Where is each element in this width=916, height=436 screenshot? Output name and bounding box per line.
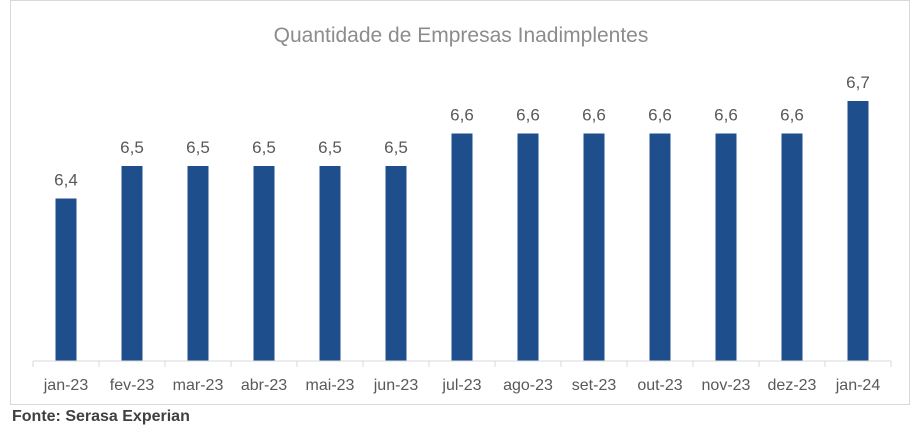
- bar-nov-23: [715, 133, 737, 361]
- data-label-ago-23: 6,6: [516, 106, 540, 125]
- bar-jan-23: [55, 198, 77, 361]
- tick-label-ago-23: ago-23: [503, 377, 553, 394]
- data-label-jul-23: 6,6: [450, 106, 474, 125]
- tick-label-jun-23: jun-23: [373, 377, 419, 394]
- data-label-jan-23: 6,4: [54, 171, 78, 190]
- bars-layer: [55, 101, 869, 361]
- tick-label-nov-23: nov-23: [702, 377, 751, 394]
- data-label-set-23: 6,6: [582, 106, 606, 125]
- bar-ago-23: [517, 133, 539, 361]
- bar-dez-23: [781, 133, 803, 361]
- bar-abr-23: [253, 166, 275, 361]
- chart-title: Quantidade de Empresas Inadimplentes: [274, 24, 649, 47]
- bar-set-23: [583, 133, 605, 361]
- bar-jul-23: [451, 133, 473, 361]
- data-label-abr-23: 6,5: [252, 138, 276, 157]
- data-label-fev-23: 6,5: [120, 138, 144, 157]
- data-label-jun-23: 6,5: [384, 138, 408, 157]
- tick-label-jul-23: jul-23: [441, 377, 481, 394]
- bar-mar-23: [187, 166, 209, 361]
- tick-label-jan-24: jan-24: [835, 377, 881, 394]
- bar-jan-24: [847, 101, 869, 361]
- data-label-nov-23: 6,6: [714, 106, 738, 125]
- x-axis-ticks: [32, 361, 892, 367]
- tick-label-set-23: set-23: [572, 377, 617, 394]
- data-label-out-23: 6,6: [648, 106, 672, 125]
- bar-out-23: [649, 133, 671, 361]
- tick-label-out-23: out-23: [637, 377, 682, 394]
- tick-label-mai-23: mai-23: [306, 377, 355, 394]
- tick-label-dez-23: dez-23: [768, 377, 817, 394]
- x-axis-tick-labels: jan-23 fev-23 mar-23 abr-23 mai-23 jun-23 jul-…: [43, 377, 881, 394]
- tick-label-jan-23: jan-23: [43, 377, 89, 394]
- bar-mai-23: [319, 166, 341, 361]
- tick-label-abr-23: abr-23: [241, 377, 287, 394]
- tick-label-fev-23: fev-23: [110, 377, 155, 394]
- chart-frame: Quantidade de Empresas Inadimplentes 6,4…: [10, 0, 910, 405]
- bar-fev-23: [121, 166, 143, 361]
- data-label-jan-24: 6,7: [846, 73, 870, 92]
- data-label-mar-23: 6,5: [186, 138, 210, 157]
- data-label-dez-23: 6,6: [780, 106, 804, 125]
- value-labels-layer: 6,4 6,5 6,5 6,5 6,5 6,5 6,6 6,6 6,6 6,6 6,6 6,6 6,7: [54, 73, 870, 190]
- bar-chart: Quantidade de Empresas Inadimplentes 6,4…: [32, 24, 892, 394]
- data-label-mai-23: 6,5: [318, 138, 342, 157]
- tick-label-mar-23: mar-23: [173, 377, 224, 394]
- bar-jun-23: [385, 166, 407, 361]
- source-note: Fonte: Serasa Experian: [12, 408, 190, 425]
